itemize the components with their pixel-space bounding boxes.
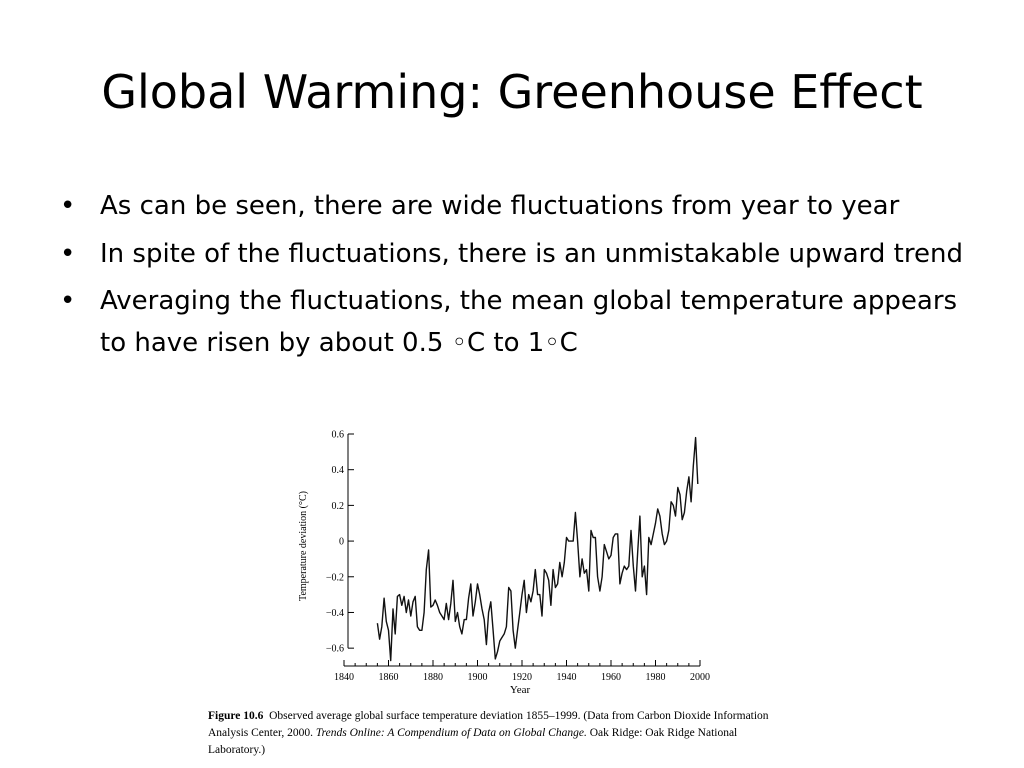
y-tick-label: −0.4 (326, 608, 344, 619)
x-tick-label: 1840 (334, 672, 354, 683)
slide-title: Global Warming: Greenhouse Effect (101, 65, 923, 119)
bullet-dot-icon: • (60, 238, 76, 269)
x-tick-label: 1960 (601, 672, 621, 683)
x-axis-label: Year (510, 684, 531, 696)
chart-svg: 0.6 0.4 0.2 0 −0.2 −0.4 −0.6 1840 1860 1880 1900 19… (298, 430, 710, 697)
figure-label: Figure 10.6 (208, 710, 264, 722)
caption-tail: Oak Ridge: Oak Ridge National Laboratory… (208, 727, 738, 756)
bullet-text: Averaging the fluctuations, the mean glo… (100, 286, 958, 358)
bullet-item: • As can be seen, there are wide fluctuat… (56, 186, 966, 228)
y-tick-label: 0.2 (332, 501, 345, 512)
temperature-series-line (376, 436, 699, 662)
bullet-dot-icon: • (60, 191, 76, 221)
bullet-text: In spite of the fluctuations, there is a… (100, 238, 963, 269)
x-tick-label: 2000 (690, 672, 710, 683)
caption-italic: Trends Online: A Compendium of Data on G… (315, 727, 587, 739)
bullet-text: As can be seen, there are wide fluctuati… (100, 191, 900, 221)
y-tick-label: −0.2 (326, 572, 344, 583)
x-tick-label: 1860 (379, 672, 399, 683)
temperature-chart: 0.6 0.4 0.2 0 −0.2 −0.4 −0.6 1840 1860 1880 1900 19… (288, 424, 728, 704)
y-tick-label: 0.4 (332, 465, 345, 476)
y-tick-label: 0.6 (332, 430, 345, 441)
x-tick-label: 1940 (557, 672, 577, 683)
bullet-list: • As can be seen, there are wide fluctuat… (56, 186, 966, 370)
caption-text: Observed average global surface temperat… (208, 710, 769, 739)
x-tick-label: 1900 (468, 672, 488, 683)
figure-caption: Figure 10.6 Observed average global surf… (208, 708, 788, 759)
chart-axes: 0.6 0.4 0.2 0 −0.2 −0.4 −0.6 1840 1860 1880 1900 19… (326, 430, 710, 684)
bullet-dot-icon: • (60, 286, 76, 317)
x-tick-label: 1880 (423, 672, 443, 683)
bullet-item: • In spite of the fluctuations, there is … (56, 234, 966, 276)
x-tick-label: 1920 (512, 672, 532, 683)
chart-series (376, 436, 699, 662)
bullet-item: • Averaging the fluctuations, the mean gl… (56, 281, 966, 364)
x-tick-label: 1980 (646, 672, 666, 683)
y-tick-label: −0.6 (326, 644, 344, 655)
y-axis-label: Temperature deviation (°C) (298, 491, 309, 601)
y-tick-label: 0 (339, 537, 344, 548)
